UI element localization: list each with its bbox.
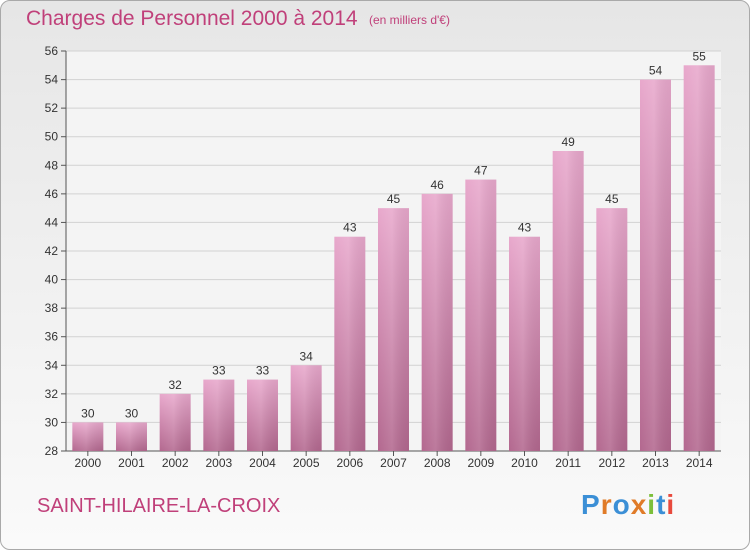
logo-letter: x <box>630 489 648 520</box>
data-label-2012: 45 <box>605 192 619 206</box>
data-label-2000: 30 <box>81 406 95 420</box>
y-tick-label: 28 <box>45 444 59 458</box>
y-tick-label: 56 <box>45 44 59 58</box>
y-tick-label: 34 <box>45 358 59 372</box>
data-label-2010: 43 <box>518 221 532 235</box>
proxiti-logo: Proxiti <box>581 489 675 521</box>
x-tick-label-2008: 2008 <box>424 456 451 470</box>
x-tick-label-2012: 2012 <box>598 456 625 470</box>
bar-shade-2009 <box>465 179 497 452</box>
chart-subtitle: (en milliers d'€) <box>369 13 450 27</box>
x-tick-label-2014: 2014 <box>686 456 713 470</box>
data-label-2007: 45 <box>387 192 401 206</box>
data-label-2001: 30 <box>125 406 139 420</box>
bar-shade-2013 <box>640 79 671 452</box>
bar-shade-2010 <box>509 236 540 451</box>
y-tick-label: 42 <box>45 244 59 258</box>
bar-shade-2006 <box>334 236 366 451</box>
town-name: SAINT-HILAIRE-LA-CROIX <box>37 495 281 517</box>
logo-letter: P <box>581 489 601 520</box>
y-tick-label: 30 <box>45 415 59 429</box>
x-tick-label-2002: 2002 <box>162 456 189 470</box>
y-tick-label: 50 <box>45 130 59 144</box>
data-label-2009: 47 <box>474 164 488 178</box>
bar-shade-2011 <box>552 151 584 451</box>
y-tick-label: 52 <box>45 101 59 115</box>
x-tick-label-2006: 2006 <box>336 456 363 470</box>
bar-shade-2000 <box>72 422 104 451</box>
data-label-2008: 46 <box>430 178 444 192</box>
bar-shade-2008 <box>421 193 453 451</box>
bar-shade-2012 <box>596 208 628 451</box>
x-tick-label-2005: 2005 <box>293 456 320 470</box>
bar-shade-2005 <box>290 365 322 451</box>
x-tick-label-2000: 2000 <box>74 456 101 470</box>
x-tick-label-2007: 2007 <box>380 456 407 470</box>
x-tick-label-2011: 2011 <box>555 456 581 470</box>
logo-letter: i <box>647 489 657 520</box>
bar-shade-2007 <box>378 208 409 451</box>
data-label-2003: 33 <box>212 364 226 378</box>
x-tick-label-2009: 2009 <box>467 456 494 470</box>
logo-letter: o <box>612 489 631 520</box>
y-tick-label: 40 <box>45 273 59 287</box>
y-tick-label: 32 <box>45 387 59 401</box>
data-label-2014: 55 <box>692 49 706 63</box>
x-tick-label-2003: 2003 <box>205 456 232 470</box>
data-label-2004: 33 <box>256 364 270 378</box>
bar-shade-2002 <box>159 393 191 451</box>
bar-shade-2003 <box>203 379 235 451</box>
chart-title: Charges de Personnel 2000 à 2014 <box>26 7 358 30</box>
data-label-2013: 54 <box>649 64 663 78</box>
x-tick-label-2004: 2004 <box>249 456 276 470</box>
data-label-2006: 43 <box>343 221 357 235</box>
y-tick-label: 38 <box>45 301 59 315</box>
x-tick-label-2013: 2013 <box>642 456 669 470</box>
bar-shade-2001 <box>116 422 147 451</box>
data-label-2002: 32 <box>168 378 182 392</box>
data-label-2011: 49 <box>561 135 575 149</box>
bar-shade-2004 <box>247 379 278 451</box>
x-tick-label-2010: 2010 <box>511 456 538 470</box>
y-tick-label: 54 <box>45 73 59 87</box>
logo-letter: i <box>666 489 676 520</box>
bar-shade-2014 <box>683 65 715 452</box>
x-tick-label-2001: 2001 <box>118 456 145 470</box>
y-tick-label: 46 <box>45 187 59 201</box>
y-tick-label: 48 <box>45 158 59 172</box>
data-label-2005: 34 <box>299 349 313 363</box>
y-tick-label: 36 <box>45 330 59 344</box>
logo-letter: t <box>656 489 667 520</box>
logo-letter: r <box>600 489 613 520</box>
y-tick-label: 44 <box>45 215 59 229</box>
